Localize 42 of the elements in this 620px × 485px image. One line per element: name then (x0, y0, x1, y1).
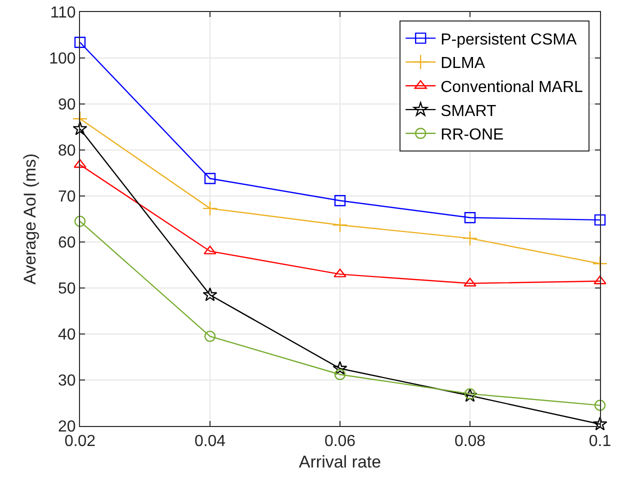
point (72, 111, 88, 126)
legend-label: DLMA (440, 55, 486, 72)
point (332, 360, 348, 375)
y-axis-title: Average AoI (ms) (20, 153, 40, 285)
point (334, 368, 346, 380)
y-tick-label: 50 (58, 280, 76, 298)
point (592, 416, 608, 430)
x-tick-label: 0.1 (588, 433, 612, 450)
legend-label: P-persistent CSMA (440, 31, 577, 48)
point (462, 230, 478, 246)
y-tick-label: 80 (58, 142, 76, 160)
x-axis-title: Arrival rate (298, 452, 382, 472)
point (594, 400, 606, 411)
x-tick-label: 0.02 (64, 433, 96, 450)
point (204, 172, 216, 184)
y-tick-label: 20 (58, 418, 76, 436)
point (462, 388, 478, 402)
point (202, 287, 218, 302)
legend-label: RR-ONE (440, 126, 504, 144)
x-tick-label: 0.08 (454, 433, 486, 450)
x-tick-label: 0.06 (324, 433, 356, 450)
y-tick-label: 60 (58, 234, 76, 252)
x-tick-label: 0.04 (194, 433, 226, 450)
point (594, 214, 606, 226)
point (332, 217, 348, 233)
point (74, 216, 86, 227)
y-tick-label: 30 (58, 372, 76, 390)
legend-label: SMART (440, 102, 497, 120)
point (464, 388, 476, 400)
y-tick-label: 100 (49, 50, 76, 68)
point (202, 200, 218, 216)
y-tick-label: 70 (58, 188, 76, 206)
legend-label: Conventional MARL (440, 79, 583, 96)
y-tick-label: 110 (50, 4, 76, 22)
point (334, 195, 346, 206)
y-tick-label: 90 (58, 96, 76, 114)
point (464, 212, 476, 224)
point (72, 121, 88, 136)
point (74, 36, 86, 48)
point (204, 330, 216, 342)
point (592, 256, 608, 272)
y-tick-label: 40 (58, 326, 76, 344)
